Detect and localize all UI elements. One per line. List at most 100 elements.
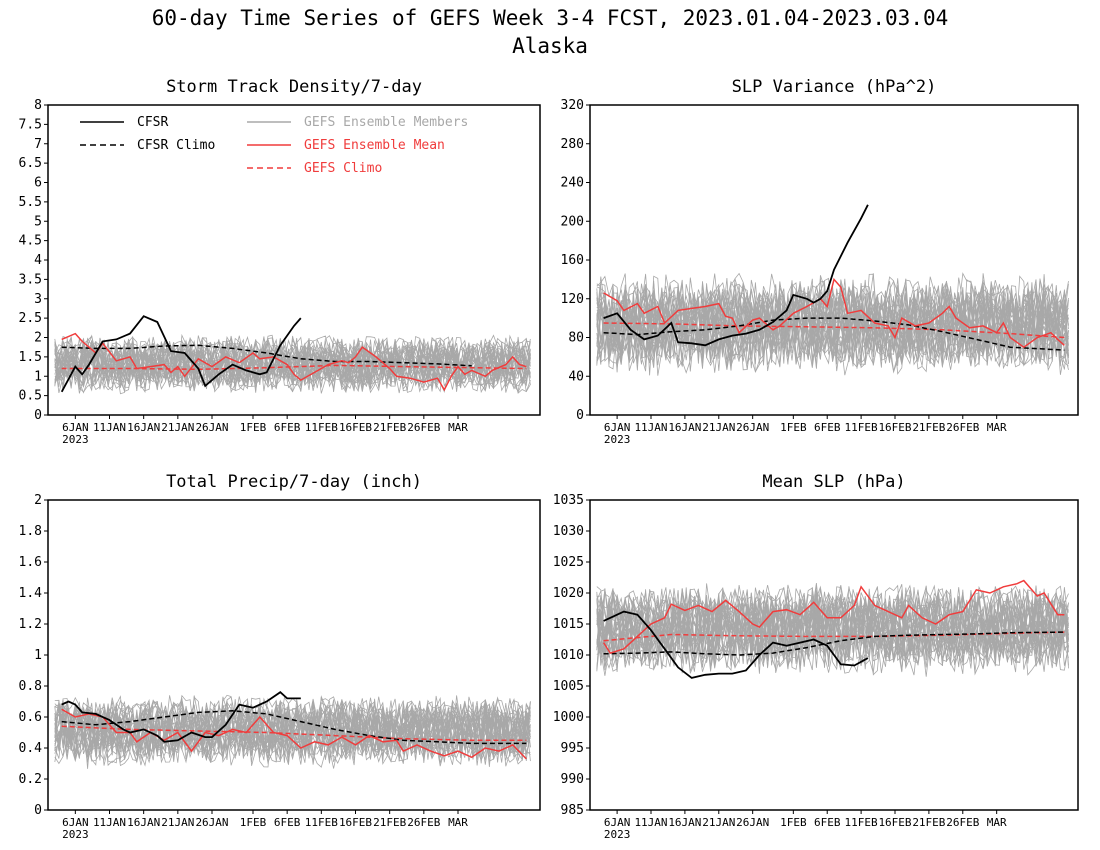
- series-line-ens-mean: [603, 277, 1065, 349]
- x-tick-label: 16JAN: [127, 421, 160, 434]
- x-tick-label: 6FEB: [814, 816, 841, 829]
- y-tick-label: 0.6: [19, 710, 42, 725]
- x-tick-label: MAR: [987, 421, 1007, 434]
- figure-subtitle-region: Alaska: [512, 34, 588, 58]
- panel-title: SLP Variance (hPa^2): [732, 77, 937, 97]
- x-tick-label: 1FEB: [240, 421, 267, 434]
- figure-title: 60-day Time Series of GEFS Week 3-4 FCST…: [151, 6, 949, 30]
- x-tick-label: 11JAN: [634, 421, 667, 434]
- y-tick-label: 1.8: [19, 524, 42, 539]
- x-year-label: 2023: [604, 828, 631, 841]
- x-tick-label: MAR: [448, 816, 468, 829]
- series-line-cfsr-climo: [61, 710, 527, 745]
- y-tick-label: 995: [561, 741, 584, 756]
- y-tick-label: 240: [561, 176, 584, 191]
- series-line-cfsr-climo: [61, 344, 472, 367]
- series-line-ens-mean: [602, 579, 1065, 654]
- legend-label-ens-mean: GEFS Ensemble Mean: [304, 138, 445, 153]
- plot-frame: [47, 104, 541, 416]
- y-tick-label: 1.2: [19, 617, 42, 632]
- x-tick-label: 26JAN: [736, 816, 769, 829]
- y-tick-label: 0.2: [19, 772, 42, 787]
- ensemble-members: [54, 333, 531, 395]
- x-tick-label: 16FEB: [878, 421, 911, 434]
- legend-label-cfsr: CFSR: [137, 115, 168, 130]
- x-tick-label: 11JAN: [93, 421, 126, 434]
- legend-label-cfsr-climo: CFSR Climo: [137, 138, 215, 153]
- ensemble-member-line: [596, 585, 1069, 656]
- chart-panel-4: Mean SLP (hPa) 985 990 995 1000 1005 1010 1015 1…: [553, 472, 1079, 841]
- x-tick-label: 16FEB: [339, 421, 372, 434]
- series-line-cfsr: [60, 315, 302, 393]
- y-tick-label: 320: [561, 98, 584, 113]
- y-tick-label: 1000: [553, 710, 584, 725]
- y-tick-label: 6.5: [19, 156, 42, 171]
- x-tick-label: 1FEB: [780, 421, 807, 434]
- x-tick-label: 26FEB: [407, 421, 440, 434]
- y-tick-label: 1015: [553, 617, 584, 632]
- y-tick-label: 1.5: [19, 350, 42, 365]
- y-tick-label: 1025: [553, 555, 584, 570]
- x-year-label: 2023: [604, 433, 631, 446]
- x-tick-label: 1FEB: [780, 816, 807, 829]
- y-tick-label: 7.5: [19, 117, 42, 132]
- x-tick-label: 6JAN: [604, 816, 631, 829]
- legend-label-gefs-climo: GEFS Climo: [304, 161, 382, 176]
- plot-frame: [589, 104, 1079, 416]
- y-tick-label: 4: [34, 253, 42, 268]
- x-tick-label: 16FEB: [339, 816, 372, 829]
- chart-legend: CFSR CFSR Climo GEFS Ensemble Members GEFS …: [80, 115, 468, 176]
- y-tick-label: 1030: [553, 524, 584, 539]
- y-tick-label: 4.5: [19, 234, 42, 249]
- ensemble-member-line: [596, 273, 1069, 348]
- ensemble-member-line: [54, 337, 531, 381]
- chart-panel-1: Storm Track Density/7-day 0 0.5 1 1.5 2 2.5 3 3.…: [19, 77, 541, 446]
- x-tick-label: 26FEB: [946, 816, 979, 829]
- x-year-label: 2023: [62, 433, 89, 446]
- y-tick-label: 1: [34, 648, 42, 663]
- chart-panel-2: SLP Variance (hPa^2) 0 40 80 120 160 200 240 280…: [561, 77, 1079, 446]
- y-tick-label: 6: [34, 176, 42, 191]
- x-tick-label: 26JAN: [736, 421, 769, 434]
- y-tick-label: 1035: [553, 493, 584, 508]
- y-tick-label: 3: [34, 292, 42, 307]
- y-tick-label: 200: [561, 214, 584, 229]
- x-tick-label: 11FEB: [305, 816, 338, 829]
- x-tick-label: 11FEB: [845, 816, 878, 829]
- x-tick-label: 6FEB: [814, 421, 841, 434]
- x-tick-label: 6FEB: [274, 421, 301, 434]
- x-tick-label: 6FEB: [274, 816, 301, 829]
- x-tick-label: 11JAN: [634, 816, 667, 829]
- x-tick-label: 11FEB: [305, 421, 338, 434]
- panel-title: Total Precip/7-day (inch): [166, 472, 422, 492]
- x-tick-label: 6JAN: [62, 421, 89, 434]
- series-line-gefs-climo: [603, 322, 1065, 339]
- x-tick-label: 21JAN: [161, 421, 194, 434]
- y-tick-label: 280: [561, 137, 584, 152]
- series-line-cfsr-climo: [603, 317, 1065, 351]
- y-tick-label: 2: [34, 493, 42, 508]
- series-line-ens-mean: [61, 332, 527, 392]
- ensemble-member-line: [596, 277, 1069, 356]
- ensemble-member-line: [54, 335, 531, 379]
- x-tick-label: 21FEB: [373, 816, 406, 829]
- y-tick-label: 0.8: [19, 679, 42, 694]
- panel-title: Storm Track Density/7-day: [166, 77, 422, 97]
- x-year-label: 2023: [62, 828, 89, 841]
- y-tick-label: 0: [34, 408, 42, 423]
- y-tick-label: 5.5: [19, 195, 42, 210]
- x-tick-label: MAR: [448, 421, 468, 434]
- ensemble-member-line: [54, 336, 531, 382]
- y-tick-label: 1: [34, 369, 42, 384]
- panel-title: Mean SLP (hPa): [762, 472, 905, 492]
- series-line-cfsr-climo: [603, 631, 1065, 656]
- ensemble-member-line: [596, 583, 1069, 654]
- x-tick-label: 1FEB: [240, 816, 267, 829]
- y-tick-label: 1010: [553, 648, 584, 663]
- y-tick-label: 5: [34, 214, 42, 229]
- x-tick-label: 6JAN: [62, 816, 89, 829]
- x-tick-label: 21JAN: [702, 816, 735, 829]
- x-tick-label: 11FEB: [845, 421, 878, 434]
- ensemble-member-line: [54, 699, 531, 754]
- plot-frame: [47, 499, 541, 811]
